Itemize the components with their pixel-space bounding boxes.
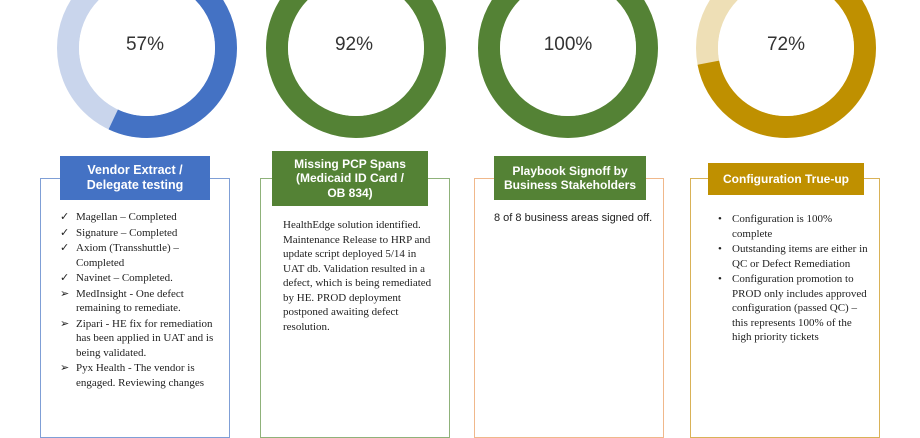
arrow-bullet-icon: ➢ [60, 362, 70, 374]
donut-progress [57, 0, 237, 138]
donut-progress-inner-edge [79, 0, 215, 116]
card-title-line: Configuration True-up [723, 171, 849, 186]
arrow-bullet-icon: ➢ [60, 287, 70, 300]
metric-column-configuration-true-up: 72% Configuration True-up • Configuration… [690, 0, 900, 438]
card-title-line: (Medicaid ID Card / [295, 171, 405, 186]
list-item-text: Navinet – Completed. [76, 272, 173, 284]
card-title-line: Missing PCP Spans [294, 156, 406, 171]
card-body [40, 178, 230, 438]
donut-progress [266, 0, 446, 138]
bullet-list: • Configuration is 100% complete • Outstan… [718, 212, 873, 345]
donut-progress [478, 0, 658, 138]
donut-progress-inner-edge [500, 0, 636, 116]
list-item-text: Axiom (Transshuttle) – Completed [76, 242, 179, 269]
list-item-text: Magellan – Completed [76, 211, 177, 223]
list-item-text: Signature – Completed [76, 226, 178, 239]
list-item: ➢ Pyx Health - The vendor is engaged. Rev… [60, 361, 220, 390]
card-body [690, 178, 880, 438]
list-item: ➢ MedInsight - One defect remaining to re… [60, 287, 220, 316]
bullet-icon: • [718, 213, 722, 225]
donut-chart: 92% [258, 0, 468, 140]
donut-svg [57, 0, 237, 138]
list-item: • Configuration promotion to PROD only in… [718, 272, 873, 345]
card-header: Missing PCP Spans (Medicaid ID Card / OB… [272, 151, 428, 206]
card-header: Vendor Extract / Delegate testing [60, 156, 210, 200]
list-item: • Configuration is 100% complete [718, 212, 873, 241]
card-title-line: Playbook Signoff by [512, 163, 628, 178]
card-body [260, 178, 450, 438]
donut-svg [696, 0, 876, 138]
check-icon: ✓ [60, 272, 70, 284]
list-item: ✓ Navinet – Completed. [60, 271, 220, 286]
check-icon: ✓ [60, 226, 70, 239]
bullet-icon: • [718, 243, 722, 255]
metric-column-missing-pcp-spans: 92% Missing PCP Spans (Medicaid ID Card … [258, 0, 468, 438]
arrow-bullet-icon: ➢ [60, 317, 70, 330]
metric-column-vendor-extract: 57% Vendor Extract / Delegate testing ✓ M… [40, 0, 250, 438]
card-title-line: Delegate testing [86, 178, 184, 192]
list-item: ✓ Axiom (Transshuttle) – Completed [60, 241, 220, 270]
list-item: • Outstanding items are either in QC or D… [718, 242, 873, 271]
list-item: ➢ Zipari - HE fix for remediation has bee… [60, 317, 220, 361]
check-icon: ✓ [60, 211, 70, 223]
card-body [474, 178, 664, 438]
card-paragraph: HealthEdge solution identified. Maintena… [283, 219, 432, 333]
list-item-text: Configuration promotion to PROD only inc… [732, 273, 867, 343]
donut-progress-inner-edge [288, 0, 424, 116]
bullet-icon: • [718, 273, 722, 285]
card-title-line: Business Stakeholders [503, 178, 637, 192]
list-item-text: Configuration is 100% complete [732, 213, 833, 240]
card-content: • Configuration is 100% complete • Outstan… [718, 212, 873, 346]
donut-progress [696, 0, 876, 138]
list-item-text: Outstanding items are either in QC or De… [732, 243, 868, 270]
card-paragraph: 8 of 8 business areas signed off. [494, 212, 653, 224]
card-header: Configuration True-up [708, 163, 864, 195]
card-title-line: OB 834) [327, 185, 373, 200]
percent-label: 57% [125, 34, 165, 55]
status-list: ✓ Magellan – Completed ✓ Signature – Compl… [60, 210, 220, 390]
check-icon: ✓ [60, 242, 70, 254]
donut-progress-inner-edge [718, 0, 854, 116]
donut-chart: 57% [40, 0, 250, 140]
donut-svg [478, 0, 658, 138]
metric-column-playbook-signoff: 100% Playbook Signoff by Business Stakeh… [474, 0, 686, 438]
list-item: ✓ Signature – Completed [60, 226, 220, 241]
card-header: Playbook Signoff by Business Stakeholder… [494, 156, 646, 200]
card-content: ✓ Magellan – Completed ✓ Signature – Compl… [60, 210, 220, 391]
card-title-line: Vendor Extract / [87, 163, 183, 177]
percent-label: 100% [543, 34, 593, 55]
donut-chart: 100% [476, 0, 686, 140]
donut-svg [266, 0, 446, 138]
list-item-text: Zipari - HE fix for remediation has been… [76, 317, 214, 359]
list-item-text: MedInsight - One defect remaining to rem… [76, 287, 184, 315]
donut-chart: 72% [690, 0, 900, 140]
percent-label: 72% [766, 34, 806, 55]
percent-label: 92% [334, 34, 374, 55]
list-item: ✓ Magellan – Completed [60, 210, 220, 225]
list-item-text: Pyx Health - The vendor is engaged. Revi… [76, 362, 204, 389]
